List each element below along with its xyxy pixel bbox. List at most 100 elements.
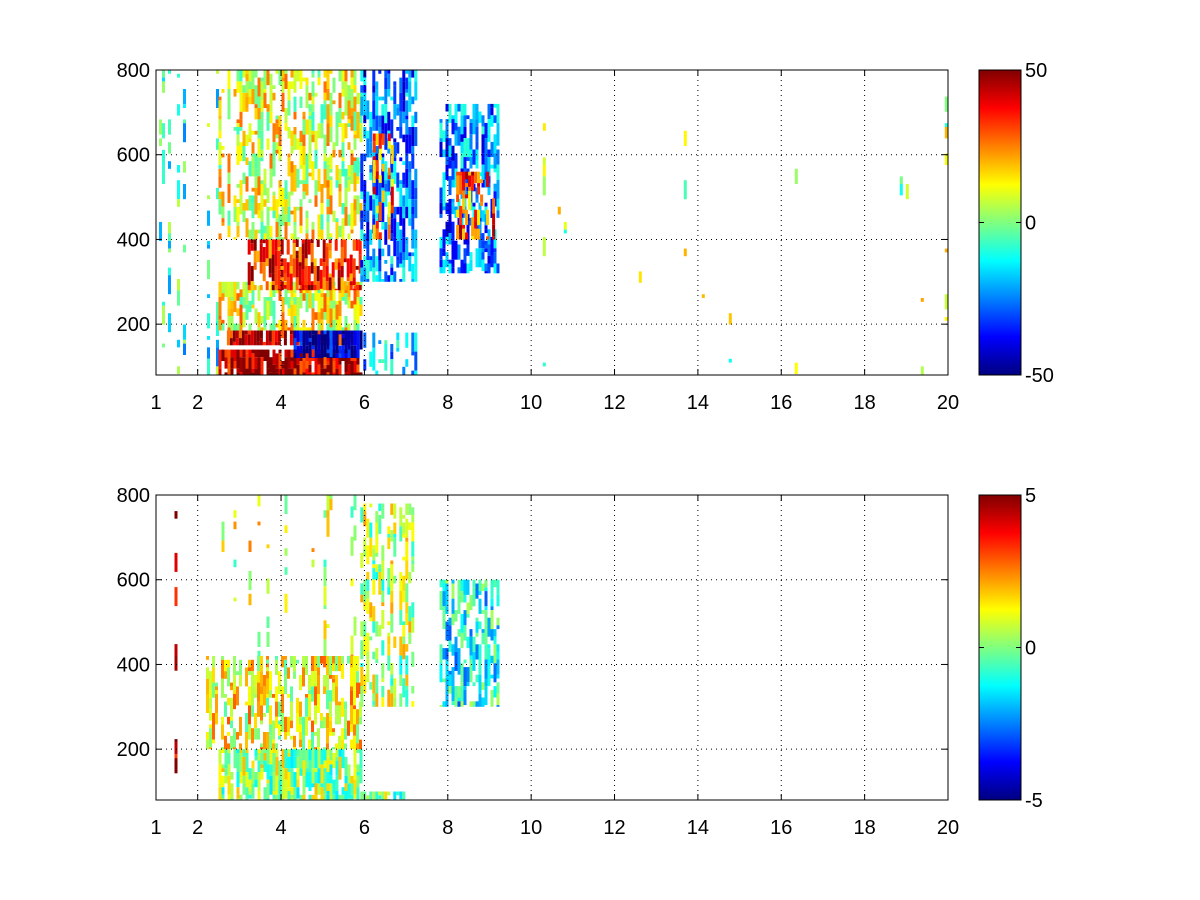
heatmap-cell (284, 593, 288, 613)
heatmap-cell (463, 103, 467, 116)
heatmap-cell (311, 316, 315, 331)
heatmap-cell (375, 256, 379, 272)
heatmap-cell (299, 739, 302, 748)
heatmap-cell (487, 187, 491, 196)
heatmap-cell (311, 81, 315, 97)
heatmap-cell (254, 108, 258, 120)
heatmap-cell (317, 749, 321, 769)
heatmap-cell (308, 172, 312, 177)
heatmap-cell (305, 361, 309, 369)
heatmap-cell (233, 195, 237, 207)
heatmap-cell (269, 85, 273, 105)
heatmap-cell (278, 724, 281, 736)
heatmap-cell (341, 334, 345, 339)
heatmap-cell (296, 237, 300, 240)
heatmap-cell (347, 100, 351, 120)
heatmap-cell (411, 522, 415, 542)
heatmap-cell (168, 70, 171, 74)
heatmap-cell (448, 160, 452, 169)
heatmap-cell (290, 161, 294, 173)
heatmap-cell (366, 100, 370, 120)
heatmap-cell (326, 624, 330, 628)
heatmap-cell (311, 656, 314, 672)
heatmap-cell (451, 198, 455, 203)
heatmap-cell (284, 70, 288, 74)
heatmap-cell (320, 334, 324, 342)
heatmap-cell (399, 571, 403, 591)
heatmap-cell (293, 349, 297, 369)
heatmap-cell (293, 293, 297, 297)
heatmap-cell (353, 495, 357, 511)
heatmap-cell (399, 609, 403, 626)
heatmap-cell (218, 764, 222, 784)
heatmap-cell (242, 92, 246, 112)
heatmap-cell (242, 281, 246, 297)
heatmap-cell (411, 651, 415, 667)
heatmap-cell (445, 587, 449, 607)
heatmap-cell (287, 127, 291, 139)
heatmap-cell (360, 267, 364, 276)
heatmap-cell (281, 297, 285, 313)
heatmap-cell (218, 142, 222, 150)
heatmap-cell (266, 104, 270, 112)
heatmap-cell (472, 705, 476, 707)
heatmap-cell (278, 281, 282, 301)
heatmap-cell (314, 312, 318, 320)
heatmap-cell (372, 133, 376, 142)
heatmap-cell (224, 659, 227, 672)
heatmap-cell (393, 161, 397, 177)
heatmap-cell (457, 697, 461, 702)
heatmap-cell (390, 571, 394, 591)
heatmap-cell (256, 250, 260, 263)
heatmap-cell (375, 522, 379, 538)
heatmap-cell (257, 701, 260, 717)
heatmap-cell (314, 671, 317, 683)
heatmap-cell (332, 663, 335, 672)
heatmap-cell (344, 353, 348, 358)
heatmap-cell (269, 153, 273, 169)
heatmap-cell (457, 244, 461, 260)
heatmap-cell (302, 349, 306, 358)
heatmap-cell (287, 206, 291, 222)
heatmap-cell (350, 654, 354, 656)
heatmap-cell (347, 214, 351, 226)
heatmap-cell (162, 81, 165, 93)
heatmap-cell (360, 275, 364, 282)
heatmap-cell (302, 293, 306, 301)
heatmap-cell (341, 89, 345, 97)
heatmap-cell (290, 686, 293, 702)
heatmap-cell (265, 239, 269, 259)
heatmap-cell (399, 674, 403, 686)
heatmap-cell (378, 70, 382, 74)
heatmap-cell (353, 319, 357, 331)
heatmap-cell (411, 115, 415, 127)
heatmap-cell (356, 92, 360, 105)
heatmap-cell (311, 372, 315, 375)
heatmap-cell (338, 108, 342, 124)
heatmap-cell (326, 364, 330, 373)
heatmap-cell (390, 678, 394, 686)
heatmap-cell (337, 277, 341, 291)
heatmap-cell (405, 206, 409, 219)
heatmap-cell (475, 119, 479, 127)
heatmap-cell (411, 229, 415, 249)
heatmap-cell (378, 201, 382, 221)
heatmap-cell (451, 686, 455, 702)
heatmap-cell (493, 168, 497, 173)
heatmap-cell (356, 353, 360, 365)
heatmap-cell (314, 747, 317, 750)
heatmap-cell (251, 760, 255, 769)
heatmap-cell (484, 138, 488, 158)
heatmap-cell (387, 655, 391, 671)
heatmap-cell (235, 330, 239, 339)
heatmap-cell (475, 701, 479, 707)
heatmap-cell (411, 602, 415, 618)
heatmap-cell (248, 357, 252, 375)
heatmap-cell (411, 279, 415, 282)
heatmap-cell (242, 130, 246, 146)
heatmap-cell (278, 157, 282, 162)
heatmap-cell (442, 610, 446, 614)
heatmap-cell (384, 260, 388, 264)
heatmap-cell (366, 210, 370, 222)
heatmap-cell (347, 364, 351, 375)
